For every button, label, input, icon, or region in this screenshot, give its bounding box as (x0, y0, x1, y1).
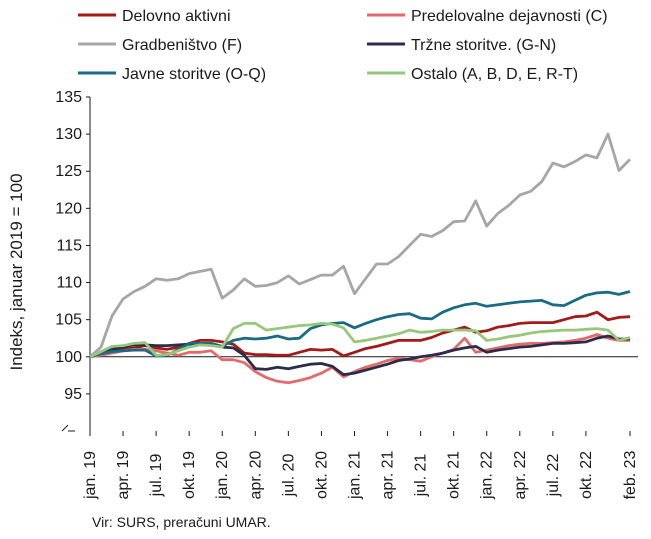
series-line-4 (89, 334, 630, 377)
legend-label: Tržne storitve. (G-N) (411, 37, 556, 54)
y-tick-label: 105 (55, 312, 82, 329)
y-tick-label: 135 (55, 89, 82, 106)
series-line-3 (89, 132, 631, 358)
x-tick-label: okt. 21 (446, 451, 463, 499)
y-axis-title: Indeks, januar 2019 = 100 (7, 173, 26, 370)
source-note: Vir: SURS, preračuni UMAR. (92, 514, 271, 530)
x-tick-label: feb. 23 (622, 450, 639, 499)
y-tick-label: 120 (55, 200, 82, 217)
series-layer (89, 132, 631, 385)
y-tick-label: 125 (55, 163, 82, 180)
x-tick-label: okt. 19 (181, 451, 198, 499)
axes (61, 96, 638, 436)
x-tick-label: apr. 21 (380, 450, 397, 499)
x-tick-label: okt. 22 (578, 451, 595, 499)
legend-label: Predelovalne dejavnosti (C) (411, 8, 608, 25)
x-tick-label: jan. 21 (346, 451, 363, 500)
x-tick-label: jan. 22 (479, 451, 496, 500)
x-tick-label: jan. 19 (82, 451, 99, 500)
x-tick-label: okt. 20 (313, 451, 330, 499)
x-tick-label: jul. 22 (545, 454, 562, 498)
legend: Delovno aktivni Predelovalne dejavnosti (… (78, 8, 608, 83)
legend-label: Delovno aktivni (122, 8, 231, 25)
y-tick-label: 100 (55, 349, 82, 366)
legend-label: Gradbeništvo (F) (122, 37, 242, 54)
x-tick-label: jan. 20 (214, 451, 231, 500)
y-tick-label: 130 (55, 126, 82, 143)
series-line-2 (89, 333, 630, 385)
series-line-5 (89, 290, 631, 359)
y-tick-label: 115 (56, 237, 82, 254)
x-tick-label: apr. 19 (115, 450, 132, 499)
x-tick-label: apr. 22 (512, 450, 529, 499)
x-tick-label: jul. 20 (280, 454, 297, 498)
series-line-6 (89, 321, 631, 359)
x-tick-label: apr. 20 (247, 450, 264, 499)
x-tick-label: jul. 21 (413, 454, 430, 498)
x-tick-label: jul. 19 (148, 454, 165, 498)
x-tick-labels: jan. 19 apr. 19 jul. 19 okt. 19 jan. 20 apr. … (82, 450, 639, 500)
series-line-1 (89, 310, 631, 359)
legend-label: Ostalo (A, B, D, E, R-T) (411, 66, 578, 83)
axis-break-mark (61, 424, 69, 432)
legend-label: Javne storitve (O-Q) (122, 66, 266, 83)
y-tick-label: 110 (56, 275, 82, 292)
y-tick-label: 95 (64, 386, 82, 403)
y-tick-labels: 95 100 105 110 115 120 125 130 135 (55, 89, 82, 403)
